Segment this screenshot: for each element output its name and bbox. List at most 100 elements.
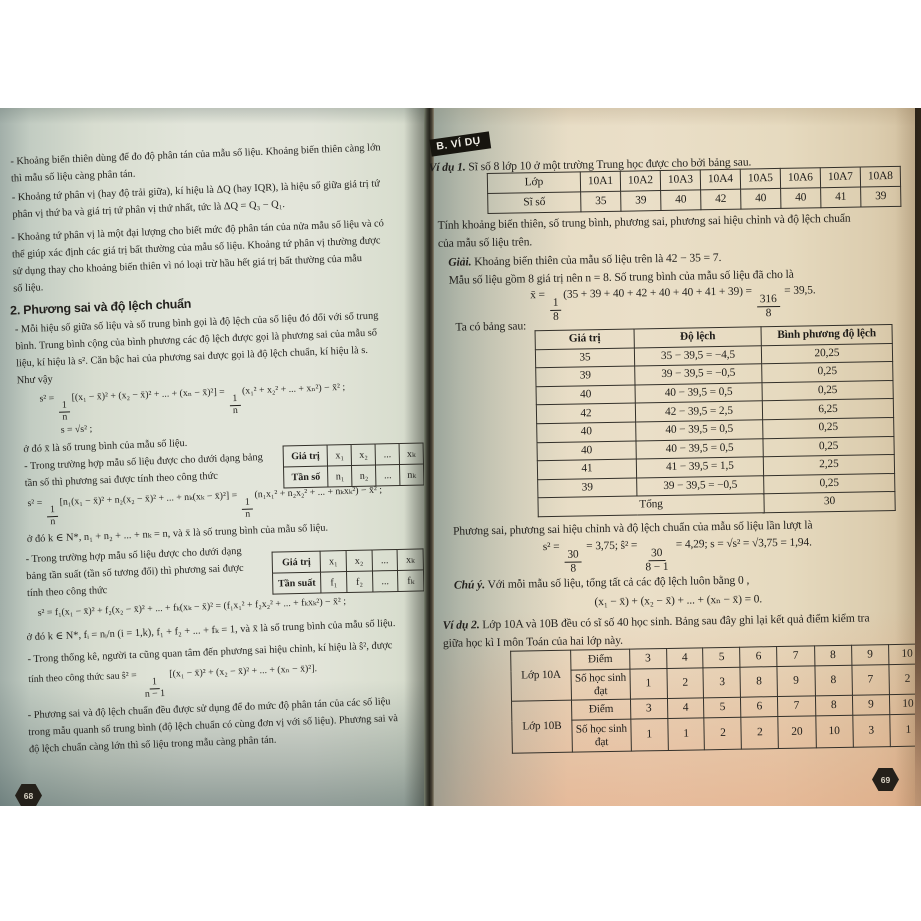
fraction: 316 8 bbox=[756, 293, 780, 319]
book-spine bbox=[424, 108, 434, 806]
table-cell: n₂ bbox=[351, 465, 377, 487]
paragraph-line: - Trong thống kê, người ta cũng quan tâm… bbox=[27, 640, 393, 666]
example1-label: Ví dụ 1. bbox=[428, 160, 466, 175]
example2-text: Lớp 10A và 10B đều có sĩ số 40 học sinh.… bbox=[479, 611, 870, 632]
paragraph-line: - Khoảng biến thiên dùng để đo độ phân t… bbox=[10, 142, 381, 168]
book-photo: - Khoảng biến thiên dùng để đo độ phân t… bbox=[0, 108, 921, 806]
table-cell: 41 bbox=[820, 187, 861, 208]
class-size-table: Lớp 10A1 10A2 10A3 10A4 10A5 10A6 10A7 10A8 Sĩ s… bbox=[487, 166, 902, 214]
relative-frequency-table: Giá trị x₁ x₂... xₖ Tần suất f₁ f₂... fₖ bbox=[272, 548, 425, 595]
table-cell: 10A5 bbox=[740, 168, 781, 190]
formula-part: n bbox=[62, 411, 68, 423]
table-cell: 39 − 39,5 = −0,5 bbox=[634, 363, 762, 385]
table-cell: 42 − 39,5 = 2,5 bbox=[635, 401, 763, 422]
table-cell: 3 bbox=[630, 698, 668, 720]
scores-table: Lớp 10A Điểm 3 4 5 6 7 8 9 10 Số học sinh đạt 1 2 3 8… bbox=[510, 643, 921, 754]
table-cell: Lớp bbox=[487, 171, 581, 194]
note-line: Chú ý. Với mỗi mẫu số liệu, tổng tất cả … bbox=[454, 574, 750, 592]
mean-formula: x̄ = 1 8 (35 + 39 + 40 + 42 + 40 + 40 + 41… bbox=[463, 284, 884, 324]
formula-part: 8 − 1 bbox=[645, 560, 669, 573]
table-cell: 2 bbox=[666, 667, 704, 699]
table-cell: Giá trị bbox=[535, 329, 635, 350]
table-cell: 42 bbox=[536, 403, 636, 424]
table-cell: 30 bbox=[763, 491, 896, 513]
table-cell: Sĩ số bbox=[487, 191, 581, 214]
table-cell: 40 − 39,5 = 0,5 bbox=[635, 419, 763, 441]
paragraph-line: phân vị thứ ba và giá trị tứ phân vị thứ… bbox=[12, 198, 286, 221]
paragraph-line: bảng tần suất (tần số tương đối) thì phư… bbox=[26, 562, 244, 583]
paragraph-line: tính theo công thức bbox=[26, 585, 108, 600]
table-cell: f₂ bbox=[346, 570, 373, 593]
section2-title: 2. Phương sai và độ lệch chuẩn bbox=[9, 296, 192, 318]
table-cell: ... bbox=[375, 443, 400, 466]
table-cell: 10 bbox=[889, 693, 921, 715]
table-cell: x₂ bbox=[351, 444, 376, 466]
table-cell: 35 − 39,5 = −4,5 bbox=[634, 345, 762, 367]
task-line: Tính khoảng biến thiên, số trung bình, p… bbox=[437, 211, 851, 232]
table-cell: 39 − 39,5 = −0,5 bbox=[636, 475, 764, 497]
paragraph-line: ở đó x̄ là số trung bình của mẫu số liệu… bbox=[23, 437, 188, 456]
table-cell: Giá trị bbox=[283, 445, 328, 467]
table-cell: 41 − 39,5 = 1,5 bbox=[636, 456, 764, 478]
table-intro: Ta có bảng sau: bbox=[455, 319, 527, 334]
table-cell: 20 bbox=[778, 715, 816, 749]
table-row: Số học sinh đạt 1 1 2 2 20 10 3 1 bbox=[512, 713, 921, 753]
right-page-content: B. VÍ DỤ Ví dụ 1. Sĩ số 8 lớp 10 ở một t… bbox=[428, 108, 921, 806]
table-cell: 10A6 bbox=[780, 167, 821, 189]
left-page: - Khoảng biến thiên dùng để đo độ phân t… bbox=[0, 108, 424, 806]
table-cell: 10 bbox=[888, 643, 921, 665]
paragraph-line: thì mẫu số liệu càng phân tán. bbox=[10, 168, 136, 185]
paragraph-line: độ lệch chuẩn càng lớn thì số liệu trong… bbox=[28, 734, 277, 756]
page-number-badge: 69 bbox=[872, 768, 899, 791]
table-cell: x₁ bbox=[320, 550, 347, 573]
formula-part: (x₁² + x₂² + ... + xₙ²) − x̄² ; bbox=[241, 381, 346, 397]
table-cell: Bình phương độ lệch bbox=[761, 324, 893, 346]
table-cell: 35 bbox=[580, 191, 621, 212]
table-cell: 10A8 bbox=[860, 166, 901, 188]
table-cell: x₁ bbox=[327, 444, 352, 467]
table-cell: 8 bbox=[814, 665, 853, 696]
formula-part: n bbox=[245, 508, 251, 520]
table-cell: 40 bbox=[536, 384, 636, 406]
table-cell: ... bbox=[375, 464, 400, 487]
table-cell: 6 bbox=[740, 696, 779, 718]
table-cell: 40 bbox=[780, 187, 821, 209]
paragraph-line: - Khoảng tứ phân vị (hay độ trải giữa), … bbox=[11, 178, 380, 204]
example2-line2: giữa học kì I môn Toán của hai lớp này. bbox=[442, 633, 624, 650]
formula-part: [n₁(x₁ − x̄)² + n₂(x₂ − x̄)² + ... + nₖ(… bbox=[59, 489, 240, 508]
table-cell: 8 bbox=[740, 666, 778, 698]
table-cell: ... bbox=[371, 549, 398, 571]
formula-part: 316 bbox=[756, 293, 780, 307]
example2-line: Ví dụ 2. Lớp 10A và 10B đều có sĩ số 40 … bbox=[443, 611, 870, 632]
table-cell: 9 bbox=[851, 644, 889, 666]
paragraph-line: ở đó k ∈ N*, fᵢ = nᵢ/n (i = 1,k), f₁ + f… bbox=[26, 618, 396, 644]
table-cell: 20,25 bbox=[761, 343, 893, 364]
paragraph-line: số liệu. bbox=[13, 282, 44, 295]
table-cell: 7 bbox=[777, 695, 816, 717]
formula-part: 1 bbox=[549, 296, 562, 311]
formula-part: 8 bbox=[552, 310, 559, 323]
table-cell: 39 bbox=[620, 190, 661, 212]
variance-freq-formula: s² = 1 n [n₁(x₁ − x̄)² + n₂(x₂ − x̄)² + ..… bbox=[27, 484, 383, 528]
row-label: Lớp 10A bbox=[510, 650, 572, 702]
paragraph-line: tần số thì phương sai được tính theo côn… bbox=[24, 470, 219, 490]
paragraph-line: Như vậy bbox=[16, 374, 53, 387]
fraction: 30 8 − 1 bbox=[642, 547, 671, 573]
table-cell: f₁ bbox=[320, 571, 347, 594]
formula-part: s² = bbox=[542, 540, 563, 554]
paragraph-line: ở đó k ∈ N*, n₁ + n₂ + ... + nₖ = n, và … bbox=[26, 522, 329, 546]
sd-formula: s = √s² ; bbox=[60, 423, 93, 436]
table-cell: 40 bbox=[660, 189, 701, 211]
table-cell: xₖ bbox=[397, 548, 424, 571]
table-cell: 10A4 bbox=[700, 169, 741, 190]
formula-part: = 3,75; ŝ² = bbox=[583, 539, 641, 553]
mean-sentence: Mẫu số liệu gồm 8 giá trị nên n = 8. Số … bbox=[448, 267, 794, 287]
table-row: Tần số n₁ n₂... nₖ bbox=[283, 464, 424, 488]
table-cell: 6 bbox=[739, 646, 778, 668]
right-page: B. VÍ DỤ Ví dụ 1. Sĩ số 8 lớp 10 ở một t… bbox=[429, 108, 921, 806]
row-sublabel: Số học sinh đạt bbox=[571, 669, 631, 701]
